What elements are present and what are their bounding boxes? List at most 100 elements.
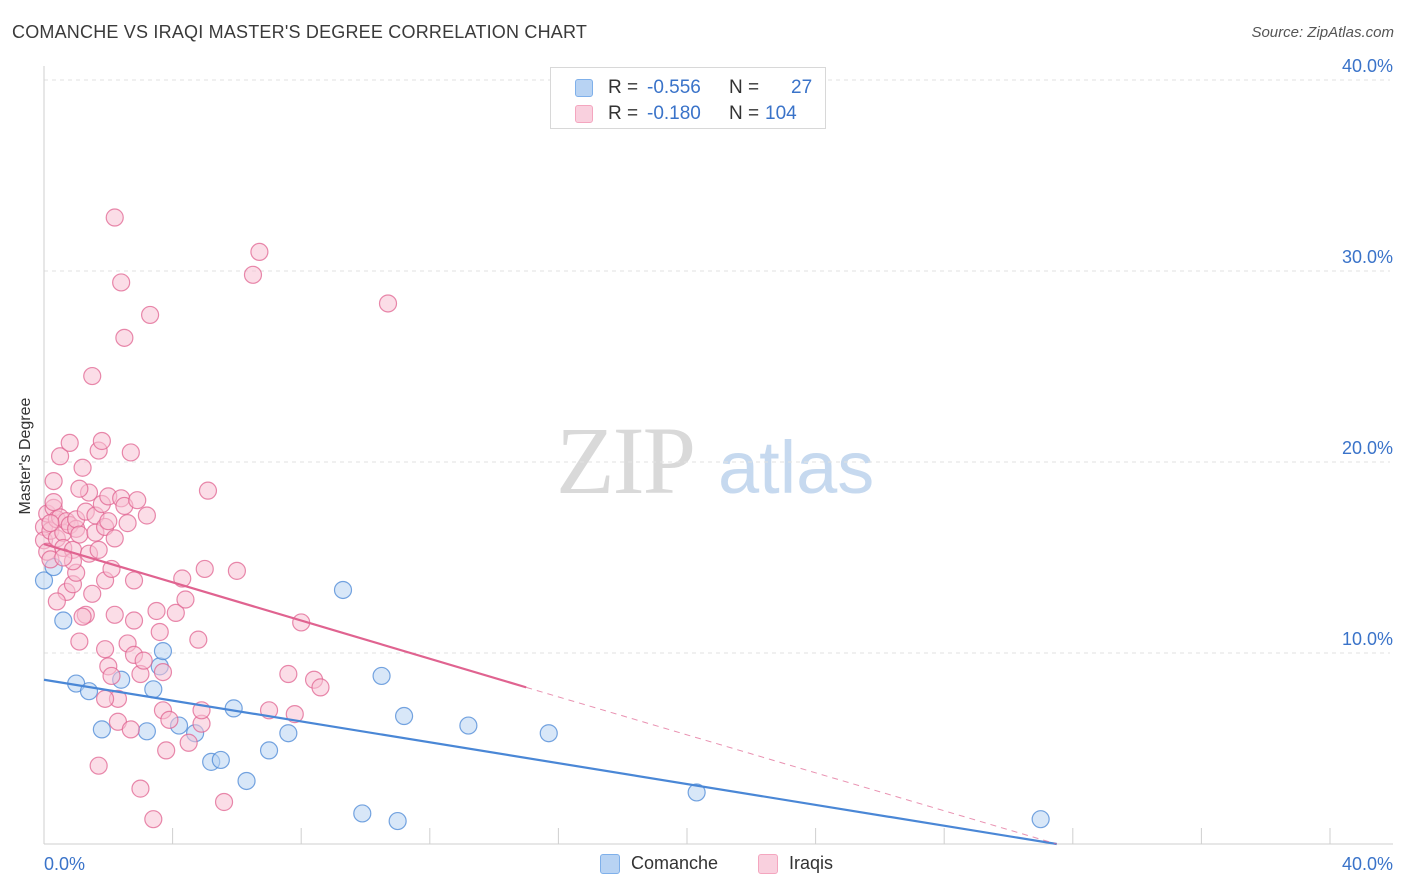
- axes: [43, 66, 1393, 845]
- iraqis-point: [378, 294, 398, 313]
- iraqis-point: [157, 741, 176, 760]
- iraqis-point: [99, 512, 118, 531]
- iraqis-point: [89, 540, 108, 559]
- iraqis-point: [173, 569, 192, 588]
- iraqis-point: [121, 720, 140, 739]
- iraqis-point: [279, 664, 298, 684]
- iraqis-point: [50, 447, 70, 466]
- iraqis-point: [144, 810, 163, 829]
- iraqis-point: [44, 493, 63, 512]
- grid-lines: [44, 79, 1390, 654]
- iraqis-point: [198, 481, 218, 500]
- legend-label: Iraqis: [789, 853, 834, 873]
- comanche-point: [144, 680, 163, 699]
- comanche-point: [211, 750, 230, 770]
- iraqis-point: [189, 630, 208, 649]
- iraqis-point: [83, 584, 102, 603]
- correlation-legend: R = -0.556 N = 27 R = -0.180 N = 104: [550, 67, 826, 129]
- comanche-point: [34, 571, 54, 590]
- legend-label: Comanche: [631, 853, 719, 873]
- iraqis-point: [89, 756, 108, 775]
- iraqis-point: [73, 458, 92, 477]
- iraqis-point: [153, 662, 173, 682]
- comanche-swatch: [600, 854, 620, 874]
- x-tick-label: 0.0%: [44, 854, 85, 874]
- iraqis-point: [176, 590, 195, 609]
- comanche-point: [539, 724, 558, 743]
- r-value: -0.180: [647, 103, 701, 124]
- legend-row-iraqis: R = -0.180 N = 104: [551, 101, 825, 127]
- iraqis-point: [195, 559, 214, 579]
- comanche-point: [388, 811, 407, 831]
- iraqis-point: [137, 506, 156, 525]
- iraqis-point: [250, 242, 269, 261]
- comanche-point: [372, 666, 391, 686]
- iraqis-trend-line: [43, 543, 527, 689]
- comanche-point: [224, 699, 243, 718]
- y-tick-label: 40.0%: [1342, 56, 1393, 76]
- iraqis-point: [105, 208, 124, 227]
- data-points: [34, 208, 1050, 831]
- iraqis-point: [243, 265, 263, 284]
- comanche-point: [459, 716, 478, 735]
- comanche-swatch: [575, 79, 593, 97]
- n-value: 104: [765, 103, 797, 124]
- iraqis-point: [41, 514, 60, 533]
- comanche-point: [333, 580, 353, 600]
- iraqis-point: [105, 605, 124, 624]
- iraqis-point: [102, 666, 121, 686]
- iraqis-point: [179, 733, 198, 752]
- iraqis-point: [124, 571, 144, 590]
- iraqis-point: [92, 431, 111, 451]
- iraqis-point: [115, 328, 134, 347]
- iraqis-trend-extension: [526, 686, 1057, 845]
- watermark-zip: ZIP: [556, 407, 696, 514]
- iraqis-point: [105, 529, 124, 548]
- comanche-point: [137, 722, 156, 741]
- comanche-point: [687, 783, 706, 802]
- iraqis-point: [227, 561, 246, 580]
- iraqis-point: [214, 792, 234, 812]
- iraqis-point: [131, 779, 150, 798]
- n-label: N =: [729, 103, 760, 124]
- comanche-trend-line: [43, 678, 1057, 846]
- iraqis-point: [70, 632, 89, 651]
- trend-lines: [43, 543, 1057, 846]
- comanche-point: [54, 611, 73, 630]
- y-tick-label: 20.0%: [1342, 438, 1393, 458]
- iraqis-point: [121, 443, 140, 462]
- source-label: Source: ZipAtlas.com: [1251, 24, 1394, 41]
- iraqis-point: [112, 273, 131, 292]
- r-label: R =: [608, 103, 639, 124]
- r-label: R =: [608, 77, 639, 98]
- iraqis-point: [285, 705, 304, 724]
- y-tick-label: 30.0%: [1342, 247, 1393, 267]
- comanche-point: [353, 804, 372, 823]
- iraqis-point: [124, 611, 144, 630]
- iraqis-point: [311, 678, 330, 697]
- comanche-point: [394, 706, 414, 726]
- comanche-point: [153, 641, 173, 661]
- iraqis-point: [118, 514, 137, 533]
- iraqis-swatch: [575, 105, 593, 123]
- comanche-point: [1031, 810, 1050, 829]
- comanche-point: [259, 741, 279, 760]
- iraqis-point: [134, 651, 153, 670]
- iraqis-point: [60, 433, 79, 452]
- iraqis-point: [166, 603, 185, 622]
- iraqis-point: [128, 491, 147, 510]
- iraqis-point: [70, 525, 89, 544]
- iraqis-point: [44, 472, 63, 491]
- comanche-point: [237, 771, 256, 791]
- comanche-point: [279, 724, 298, 743]
- n-value: 27: [791, 77, 813, 98]
- x-tick-label: 40.0%: [1342, 854, 1393, 874]
- r-value: -0.556: [647, 77, 701, 98]
- comanche-point: [92, 720, 111, 739]
- chart-title: COMANCHE VS IRAQI MASTER'S DEGREE CORREL…: [12, 22, 588, 42]
- iraqis-point: [70, 479, 89, 498]
- iraqis-point: [147, 601, 166, 621]
- iraqis-point: [47, 592, 66, 611]
- iraqis-point: [95, 640, 115, 659]
- iraqis-point: [95, 689, 115, 708]
